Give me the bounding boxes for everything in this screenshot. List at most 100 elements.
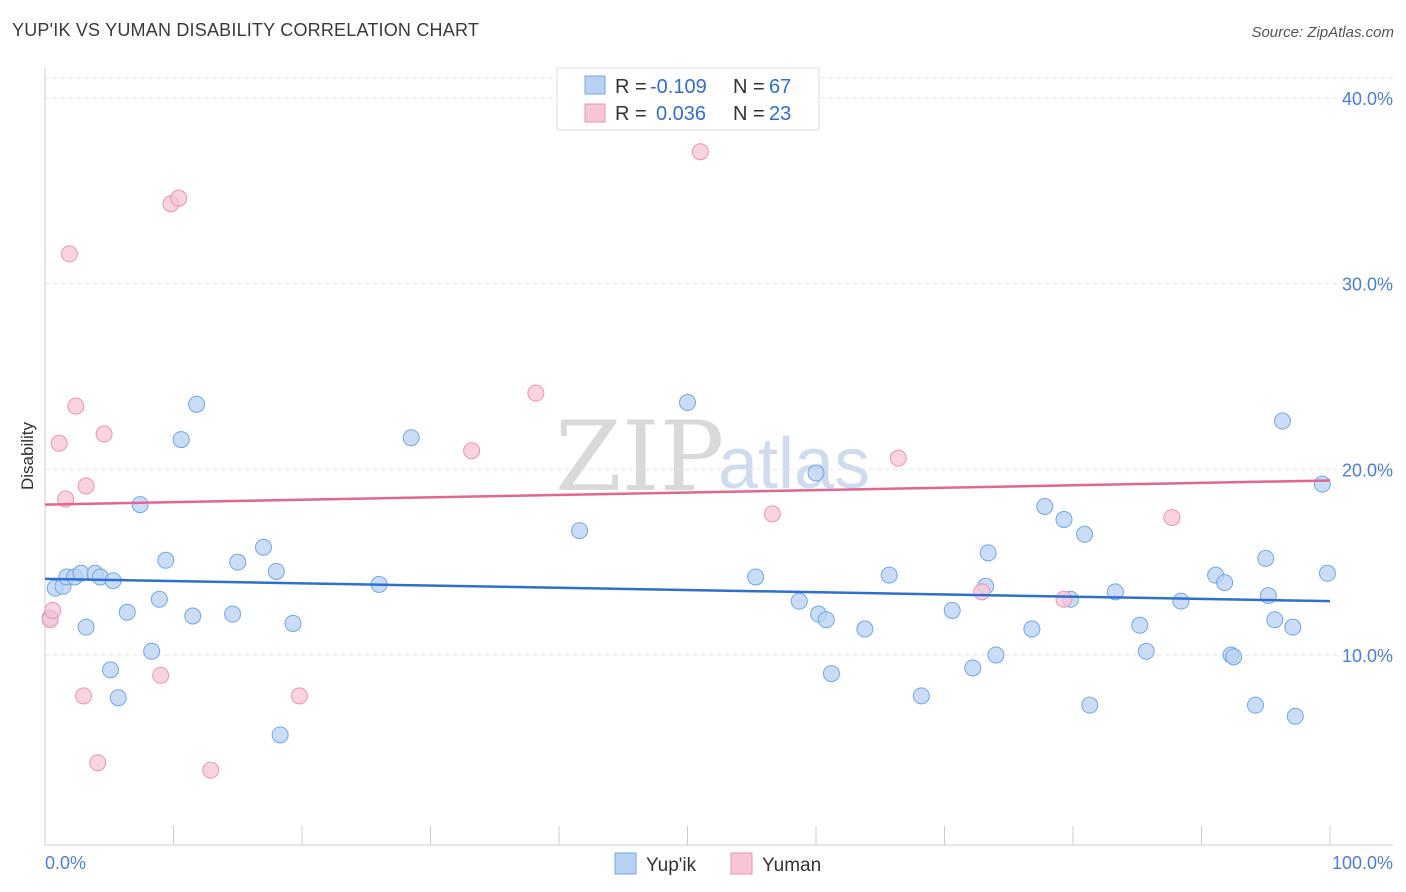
yupik-point — [1023, 620, 1041, 638]
yupik-point — [1284, 618, 1302, 636]
yupik-point — [1055, 510, 1073, 528]
yupik-point — [1225, 648, 1243, 666]
yuman-point — [60, 245, 78, 263]
yupik-point — [157, 551, 175, 569]
yupik-point — [1076, 525, 1094, 543]
yupik-point — [118, 603, 136, 621]
yupik-point — [267, 562, 285, 580]
yupik-point — [1137, 642, 1155, 660]
yupik-point — [172, 431, 190, 449]
yuman-point — [290, 687, 308, 705]
x-tick-label-max: 100.0% — [1332, 853, 1393, 873]
yuman-point — [170, 189, 188, 207]
yupik-point — [1131, 616, 1149, 634]
yupik-point — [1106, 583, 1124, 601]
yuman-point — [77, 477, 95, 495]
series-legend-swatch-yuman — [730, 852, 753, 875]
yupik-point — [1172, 592, 1190, 610]
series-legend-swatch-yupik — [614, 852, 637, 875]
yuman-point — [463, 442, 481, 460]
yuman-point — [889, 449, 907, 467]
yuman-point — [95, 425, 113, 443]
yupik-point — [150, 590, 168, 608]
yuman-point — [202, 761, 220, 779]
yupik-point — [1036, 497, 1054, 515]
yuman-point — [691, 143, 709, 161]
watermark-zip: ZIP — [555, 401, 724, 513]
yupik-point — [184, 607, 202, 625]
x-tick-label-min: 0.0% — [45, 853, 86, 873]
legend-n-value-yupik: 67 — [769, 76, 791, 98]
yupik-point — [571, 522, 589, 540]
legend-r-value-yupik: -0.109 — [650, 76, 707, 98]
yupik-point — [1318, 564, 1336, 582]
gridlines — [45, 77, 1393, 656]
trend-lines — [44, 479, 1331, 603]
yupik-point — [1246, 696, 1264, 714]
yuman-point — [67, 397, 85, 415]
yupik-point — [131, 496, 149, 514]
yupik-point — [964, 659, 982, 677]
legend-r-label-yupik: R = — [615, 76, 647, 98]
yuman-point — [50, 434, 68, 452]
yupik-trend-line — [44, 577, 1331, 603]
yupik-point — [271, 726, 289, 744]
yuman-point — [152, 666, 170, 684]
yupik-point — [1286, 707, 1304, 725]
yupik-point — [1216, 574, 1234, 592]
source-credit: Source: ZipAtlas.com — [1251, 24, 1394, 41]
yuman-point — [44, 601, 62, 619]
y-tick-label: 40.0% — [1342, 89, 1393, 109]
y-tick-label: 30.0% — [1342, 275, 1393, 295]
chart-title: YUP'IK VS YUMAN DISABILITY CORRELATION C… — [12, 20, 480, 40]
yupik-point — [284, 614, 302, 632]
yupik-point — [987, 646, 1005, 664]
legend-swatch-yupik — [584, 75, 606, 95]
yuman-trend-line — [44, 479, 1331, 506]
legend-r-value-yuman: 0.036 — [656, 103, 706, 125]
yupik-point — [880, 566, 898, 584]
axes — [44, 68, 1393, 846]
stats-legend: R = -0.109 N = 67 R = 0.036 N = 23 — [556, 67, 820, 131]
yupik-point — [1266, 611, 1284, 629]
y-tick-label: 20.0% — [1342, 460, 1393, 480]
legend-n-value-yuman: 23 — [769, 103, 791, 125]
yuman-point — [973, 583, 991, 601]
yupik-point — [229, 553, 247, 571]
yupik-point — [1081, 696, 1099, 714]
yupik-point — [817, 611, 835, 629]
yupik-point — [143, 642, 161, 660]
yupik-point — [856, 620, 874, 638]
yupik-point — [979, 544, 997, 562]
legend-r-label-yuman: R = — [615, 103, 647, 125]
yupik-point — [224, 605, 242, 623]
yupik-point — [402, 429, 420, 447]
y-axis-label: Disability — [18, 421, 37, 490]
yupik-point — [77, 618, 95, 636]
yupik-point — [109, 689, 127, 707]
yupik-point — [747, 568, 765, 586]
yupik-point — [1313, 475, 1331, 493]
legend-n-label-yuman: N = — [733, 103, 765, 125]
yupik-point — [1257, 549, 1275, 567]
yuman-point — [527, 384, 545, 402]
series-legend-label-yuman: Yuman — [762, 855, 821, 876]
series-legend: Yup'ik Yuman — [614, 852, 821, 876]
yupik-point — [254, 538, 272, 556]
legend-swatch-yuman — [584, 103, 606, 123]
yuman-point — [89, 754, 107, 772]
yupik-point — [807, 464, 825, 482]
yuman-points — [41, 143, 1181, 779]
yupik-point — [912, 687, 930, 705]
yupik-point — [188, 395, 206, 413]
x-ticks — [173, 826, 1331, 845]
yupik-point — [790, 592, 808, 610]
yuman-point — [1163, 509, 1181, 527]
yuman-point — [763, 505, 781, 523]
yupik-point — [822, 665, 840, 683]
watermark: ZIP atlas — [555, 401, 870, 513]
legend-n-label-yupik: N = — [733, 76, 765, 98]
y-tick-labels: 10.0% 20.0% 30.0% 40.0% — [1342, 89, 1393, 666]
y-tick-label: 10.0% — [1342, 646, 1393, 666]
